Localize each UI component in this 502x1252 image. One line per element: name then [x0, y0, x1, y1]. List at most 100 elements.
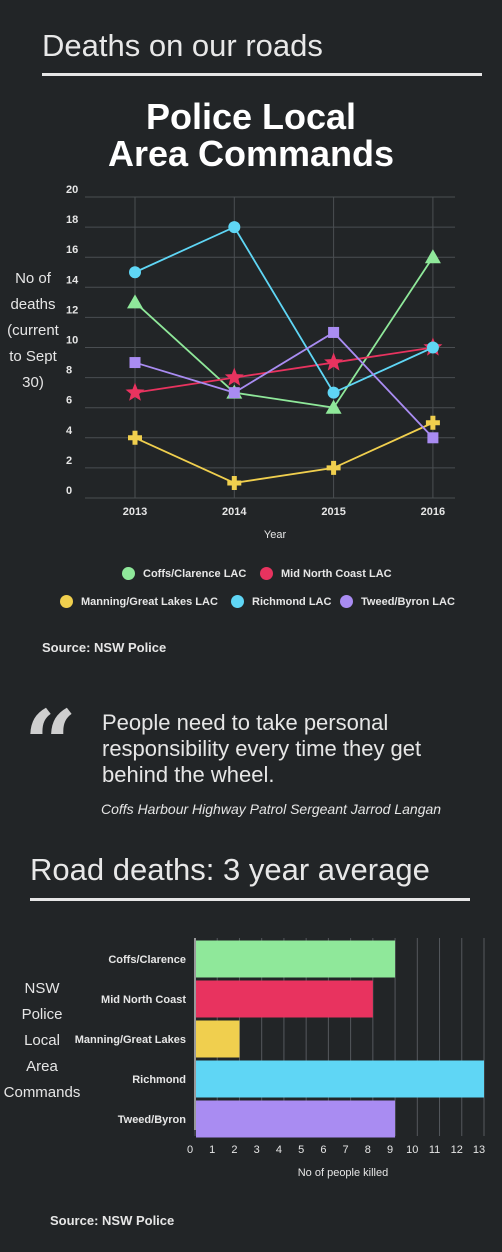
y-tick-label: 16 — [66, 244, 78, 256]
data-point-richmond-lac — [426, 341, 439, 354]
line-chart: 0 2 4 6 8 10 12 14 16 18 20 2013 2014 2015 2016 Year — [66, 184, 455, 541]
data-point-tweed-byron-lac — [228, 387, 240, 399]
section-title-road-deaths-average: Road deaths: 3 year average — [30, 852, 430, 887]
series-line-manning-great-lakes-lac — [134, 421, 434, 484]
ylabel-line: (current — [7, 322, 59, 339]
legend-label: Manning/Great Lakes LAC — [81, 595, 218, 608]
ylabel-line: No of — [15, 270, 51, 287]
data-point-mid-north-coast-lac — [224, 367, 244, 386]
data-point-manning-great-lakes-lac — [425, 415, 440, 430]
ylabel-line: NSW — [24, 980, 60, 997]
x-tick-label: 8 — [365, 1144, 371, 1156]
bar-richmond — [196, 1060, 484, 1098]
x-axis-label: No of people killed — [298, 1167, 389, 1179]
category-label: Richmond — [132, 1074, 186, 1086]
x-tick-label: 7 — [343, 1144, 349, 1156]
x-tick-label: 12 — [451, 1144, 463, 1156]
ylabel-line: deaths — [10, 296, 56, 313]
quote-attribution: Coffs Harbour Highway Patrol Sergeant Ja… — [101, 801, 442, 817]
ylabel-line: Commands — [3, 1084, 81, 1101]
bar-chart-ylabel: NSW Police Local Area Commands — [0, 976, 84, 1106]
x-tick-label: 2 — [231, 1144, 237, 1156]
legend-swatch — [340, 595, 353, 608]
data-point-mid-north-coast-lac — [125, 382, 145, 401]
legend-swatch — [122, 567, 135, 580]
category-label: Tweed/Byron — [118, 1114, 187, 1126]
x-tick-label: 2016 — [421, 506, 445, 518]
series-line-tweed-byron-lac — [134, 331, 434, 439]
data-point-coffs-clarence-lac — [127, 294, 143, 309]
legend-label: Coffs/Clarence LAC — [143, 567, 247, 580]
y-tick-label: 2 — [66, 455, 72, 467]
data-point-manning-great-lakes-lac — [326, 460, 341, 475]
category-label: Coffs/Clarence — [108, 954, 186, 966]
ylabel-line: to Sept — [9, 348, 57, 365]
x-tick-label: 4 — [276, 1144, 282, 1156]
legend-item-tweed-byron: Tweed/Byron LAC — [340, 595, 455, 608]
chart-title-line2: Area Commands — [107, 133, 395, 174]
y-tick-label: 8 — [66, 365, 72, 377]
y-tick-label: 0 — [66, 485, 72, 497]
legend-item-manning-great-lakes: Manning/Great Lakes LAC — [60, 595, 218, 608]
x-tick-label: 11 — [429, 1144, 440, 1156]
bar-tweed-byron — [196, 1100, 396, 1138]
x-tick-label: 6 — [320, 1144, 326, 1156]
y-tick-label: 18 — [66, 214, 78, 226]
ylabel-line: Local — [24, 1032, 60, 1049]
quote-text: People need to take personal responsibil… — [102, 710, 422, 787]
series-line-mid-north-coast-lac — [134, 346, 434, 394]
ylabel-line: Area — [26, 1058, 58, 1075]
legend-swatch — [60, 595, 73, 608]
chart-source: Source: NSW Police — [50, 1213, 175, 1228]
y-tick-label: 6 — [66, 395, 72, 407]
y-tick-label: 20 — [66, 184, 78, 196]
legend-item-coffs-clarence: Coffs/Clarence LAC — [122, 567, 246, 580]
quote-icon: “ — [24, 690, 77, 798]
data-point-manning-great-lakes-lac — [227, 475, 242, 490]
legend-item-richmond: Richmond LAC — [231, 595, 331, 608]
data-point-tweed-byron-lac — [427, 432, 439, 444]
x-tick-label: 5 — [298, 1144, 304, 1156]
x-tick-label: 9 — [387, 1144, 393, 1156]
legend-item-mid-north-coast: Mid North Coast LAC — [260, 567, 392, 580]
y-tick-label: 10 — [66, 335, 78, 347]
data-point-coffs-clarence-lac — [325, 399, 342, 414]
x-tick-label: 0 — [187, 1144, 193, 1156]
legend-label: Mid North Coast LAC — [281, 567, 392, 580]
legend-swatch — [231, 595, 244, 608]
data-point-richmond-lac — [129, 266, 141, 279]
line-chart-ylabel: No of deaths (current to Sept 30) — [0, 266, 66, 396]
x-tick-label: 1 — [209, 1144, 215, 1156]
series-line-coffs-clarence-lac — [134, 256, 434, 409]
data-point-mid-north-coast-lac — [324, 352, 344, 371]
category-label: Mid North Coast — [101, 994, 186, 1006]
x-tick-label: 2015 — [321, 506, 345, 518]
y-tick-label: 4 — [66, 425, 73, 437]
chart-title-line1: Police Local — [145, 96, 357, 137]
data-point-manning-great-lakes-lac — [128, 430, 142, 445]
x-tick-label: 13 — [473, 1144, 485, 1156]
bar-mid-north-coast — [196, 980, 373, 1018]
category-label: Manning/Great Lakes — [75, 1034, 186, 1046]
legend-label: Richmond LAC — [252, 595, 332, 608]
x-tick-label: 10 — [406, 1144, 418, 1156]
bar-coffs-clarence — [196, 940, 396, 978]
y-tick-label: 14 — [66, 274, 79, 286]
data-point-coffs-clarence-lac — [424, 249, 441, 264]
chart-source: Source: NSW Police — [42, 640, 167, 655]
legend-swatch — [260, 567, 273, 580]
ylabel-line: 30) — [22, 374, 44, 391]
y-tick-label: 12 — [66, 304, 78, 316]
data-point-richmond-lac — [327, 386, 340, 399]
x-tick-label: 2013 — [123, 506, 147, 518]
x-tick-label: 2014 — [222, 506, 247, 518]
x-tick-label: 3 — [254, 1144, 260, 1156]
section-divider — [42, 73, 482, 76]
data-point-tweed-byron-lac — [129, 357, 141, 369]
ylabel-line: Police — [21, 1006, 63, 1023]
section-divider — [30, 898, 470, 901]
section-title-deaths: Deaths on our roads — [42, 28, 323, 63]
data-point-richmond-lac — [228, 221, 241, 234]
legend-label: Tweed/Byron LAC — [361, 595, 455, 608]
